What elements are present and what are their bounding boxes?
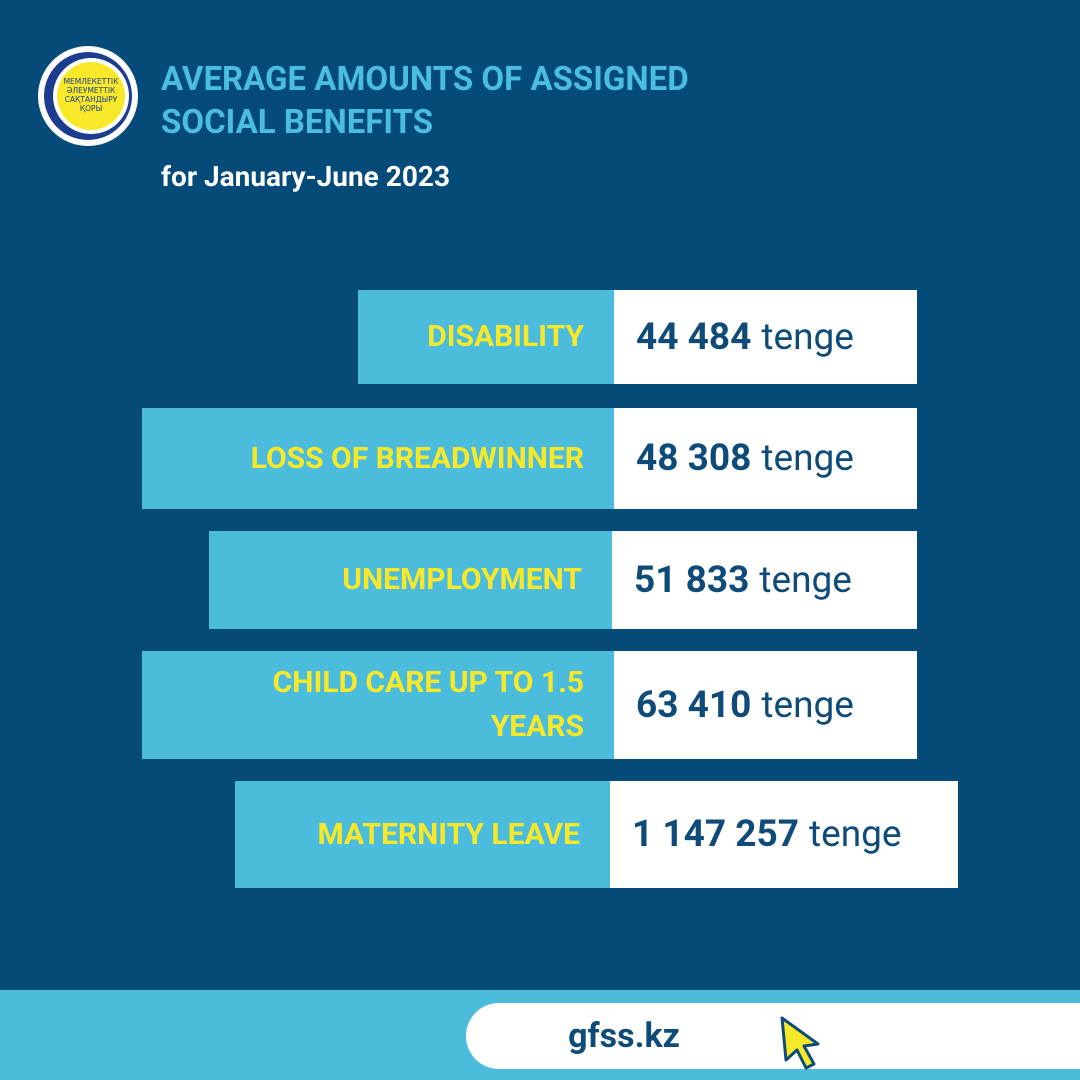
logo-text: ӘЛЕУМЕТТІК xyxy=(67,86,116,95)
amount: 63 410 xyxy=(636,683,752,727)
benefit-value: 51 833 tenge xyxy=(612,531,917,629)
benefit-value: 44 484 tenge xyxy=(614,290,917,384)
website-link[interactable]: gfss.kz xyxy=(568,1016,680,1056)
amount: 48 308 xyxy=(636,437,752,480)
benefit-label: UNEMPLOYMENT xyxy=(209,531,612,629)
logo-text: САҚТАНДЫРУ xyxy=(65,95,118,104)
title: AVERAGE AMOUNTS OF ASSIGNED SOCIAL BENEF… xyxy=(161,58,689,144)
benefit-label: LOSS OF BREADWINNER xyxy=(142,408,614,509)
unit: tenge xyxy=(761,683,854,727)
cursor-icon xyxy=(780,1016,820,1070)
logo-text: МЕМЛЕКЕТТІК xyxy=(64,77,119,86)
amount: 1 147 257 xyxy=(632,813,799,856)
logo: МЕМЛЕКЕТТІК ӘЛЕУМЕТТІК САҚТАНДЫРУ ҚОРЫ xyxy=(38,46,138,146)
benefit-value: 48 308 tenge xyxy=(614,408,917,509)
unit: tenge xyxy=(761,315,854,359)
logo-text: ҚОРЫ xyxy=(80,104,102,113)
benefit-value: 1 147 257 tenge xyxy=(610,781,958,888)
unit: tenge xyxy=(761,437,854,480)
amount: 44 484 xyxy=(636,315,752,359)
title-line: SOCIAL BENEFITS xyxy=(161,103,434,142)
benefit-label: CHILD CARE UP TO 1.5 YEARS xyxy=(142,651,614,759)
unit: tenge xyxy=(759,558,852,602)
unit: tenge xyxy=(809,813,902,856)
url-pill xyxy=(466,1003,1080,1069)
subtitle: for January-June 2023 xyxy=(161,160,451,193)
amount: 51 833 xyxy=(634,558,750,602)
benefit-label: MATERNITY LEAVE xyxy=(235,781,610,888)
benefit-label: DISABILITY xyxy=(358,290,614,384)
title-line: AVERAGE AMOUNTS OF ASSIGNED xyxy=(161,60,689,99)
benefit-value: 63 410 tenge xyxy=(614,651,917,759)
